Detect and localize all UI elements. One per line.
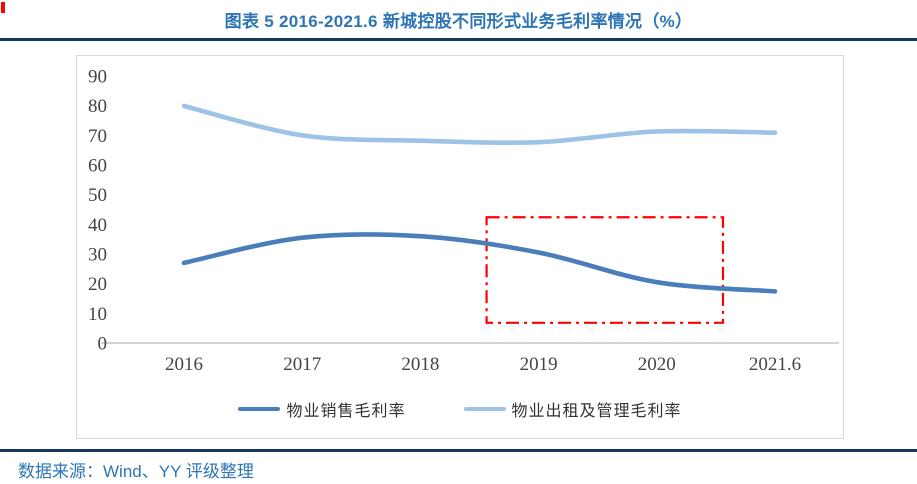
legend-swatch-icon — [238, 406, 281, 412]
legend-item-1: 物业出租及管理毛利率 — [463, 397, 682, 421]
y-axis-tick-label: 60 — [88, 156, 107, 177]
series-line-1 — [181, 103, 778, 146]
y-axis-tick-label: 40 — [88, 215, 107, 236]
highlight-annotation-box — [485, 216, 725, 324]
line-chart: 90 80 70 60 50 40 30 20 10 0 2016 2017 2018 2019 2020 2… — [88, 67, 839, 375]
y-axis-tick-label: 10 — [88, 304, 107, 325]
red-artifact-mark — [1, 2, 5, 13]
y-axis-tick-label: 90 — [88, 67, 107, 88]
y-axis-tick-label: 70 — [88, 126, 107, 147]
legend-item-0: 物业销售毛利率 — [238, 397, 405, 421]
legend-swatch-icon — [463, 406, 506, 412]
legend-label: 物业销售毛利率 — [286, 403, 406, 420]
top-divider — [0, 38, 917, 41]
chart-container: 90 80 70 60 50 40 30 20 10 0 2016 2017 2018 2019 2020 2… — [76, 55, 844, 439]
series-line-0 — [181, 232, 778, 294]
y-axis-tick-label: 20 — [88, 274, 107, 295]
data-source-note: 数据来源：Wind、YY 评级整理 — [18, 462, 254, 481]
y-axis-tick-label: 80 — [88, 96, 107, 117]
y-axis-tick-label: 30 — [88, 245, 107, 266]
y-axis-tick-label: 50 — [88, 185, 107, 206]
x-axis-tick-label: 2019 — [520, 354, 558, 375]
x-axis-tick-label: 2020 — [638, 354, 676, 375]
legend-label: 物业出租及管理毛利率 — [511, 403, 682, 420]
y-axis-tick-label: 0 — [98, 334, 108, 355]
x-axis-tick-label: 2016 — [165, 354, 203, 375]
bottom-divider — [0, 449, 917, 452]
x-axis-tick-label: 2021.6 — [749, 354, 801, 375]
x-axis-tick-label: 2017 — [283, 354, 321, 375]
figure-title: 图表 5 2016-2021.6 新城控股不同形式业务毛利率情况（%） — [224, 12, 693, 31]
chart-legend: 物业销售毛利率 物业出租及管理毛利率 — [77, 397, 843, 421]
x-axis-tick-label: 2018 — [401, 354, 439, 375]
